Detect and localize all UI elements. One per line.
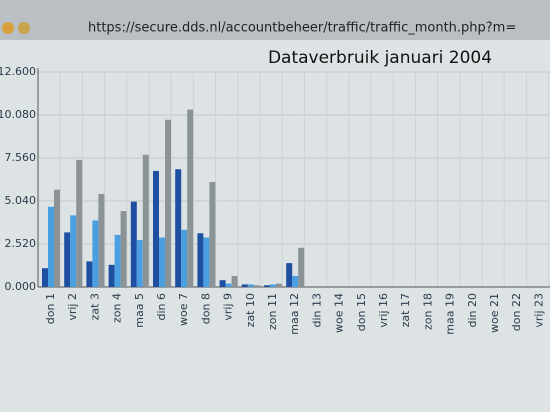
x-tick-label: woe 14 [333,293,346,333]
bar [165,119,171,288]
bar [92,220,99,287]
bar [270,284,276,287]
bar [209,182,216,287]
x-tick-label: don 1 [44,293,57,324]
x-tick-label: zat 10 [244,293,257,327]
bar [108,264,115,287]
x-tick-label: vrij 23 [532,293,545,328]
bar [70,215,77,287]
x-tick-label: zon 18 [421,293,434,330]
y-tick-label: 12.600 [0,65,36,78]
bar [142,154,149,287]
bar [241,284,248,287]
x-tick-label: don 8 [199,293,212,324]
x-tick-label: maa 12 [288,293,301,335]
bar [98,194,105,287]
bar [64,232,71,287]
x-tick-label: maa 19 [444,293,457,335]
window-button[interactable] [18,22,30,34]
window-title-bar [0,0,550,40]
bar [48,206,54,287]
bar [231,275,238,287]
x-tick-label: woe 21 [488,293,501,333]
y-tick-label: 10.080 [0,108,36,121]
bar [187,109,194,288]
bar [42,268,48,287]
y-tick-label: 2.520 [5,237,37,250]
bar [298,247,305,287]
x-tick-label: vrij 9 [222,293,235,321]
bar [130,201,137,287]
bar [86,261,93,287]
x-tick-label: woe 7 [177,293,190,326]
y-tick-label: 5.040 [5,194,37,207]
chart-background [0,40,550,412]
bar [153,170,159,287]
bar [120,211,127,287]
bar [292,275,299,287]
x-tick-label: zat 3 [88,293,101,320]
x-tick-label: din 13 [310,293,323,328]
y-tick-label: 7.560 [5,151,37,164]
bar [203,237,210,287]
bar [136,240,143,287]
bar [197,233,204,287]
y-tick-label: 0.000 [5,280,37,293]
bar [286,263,293,287]
x-tick-label: vrij 2 [66,293,79,321]
x-tick-label: zat 17 [399,293,412,327]
window-button[interactable] [2,22,14,34]
bar [54,189,60,287]
bar [114,234,121,287]
x-tick-label: don 15 [355,293,368,331]
bar [253,285,260,287]
x-tick-label: don 22 [510,293,523,331]
x-tick-label: maa 5 [133,293,146,328]
chart-title: Dataverbruik januari 2004 [268,48,492,68]
bar [175,169,182,287]
bar [264,285,270,287]
bar [159,237,165,287]
bar [276,283,282,287]
bar [76,159,83,287]
bar [181,229,188,287]
bar [247,284,254,287]
x-tick-label: zon 4 [111,293,124,323]
x-tick-label: din 6 [155,293,168,321]
bar [219,280,226,287]
x-tick-label: zon 11 [266,293,279,330]
url: https://secure.dds.nl/accountbeheer/traf… [88,21,516,36]
x-tick-label: din 20 [466,293,479,328]
x-tick-label: vrij 16 [377,293,390,328]
bar [225,283,232,287]
